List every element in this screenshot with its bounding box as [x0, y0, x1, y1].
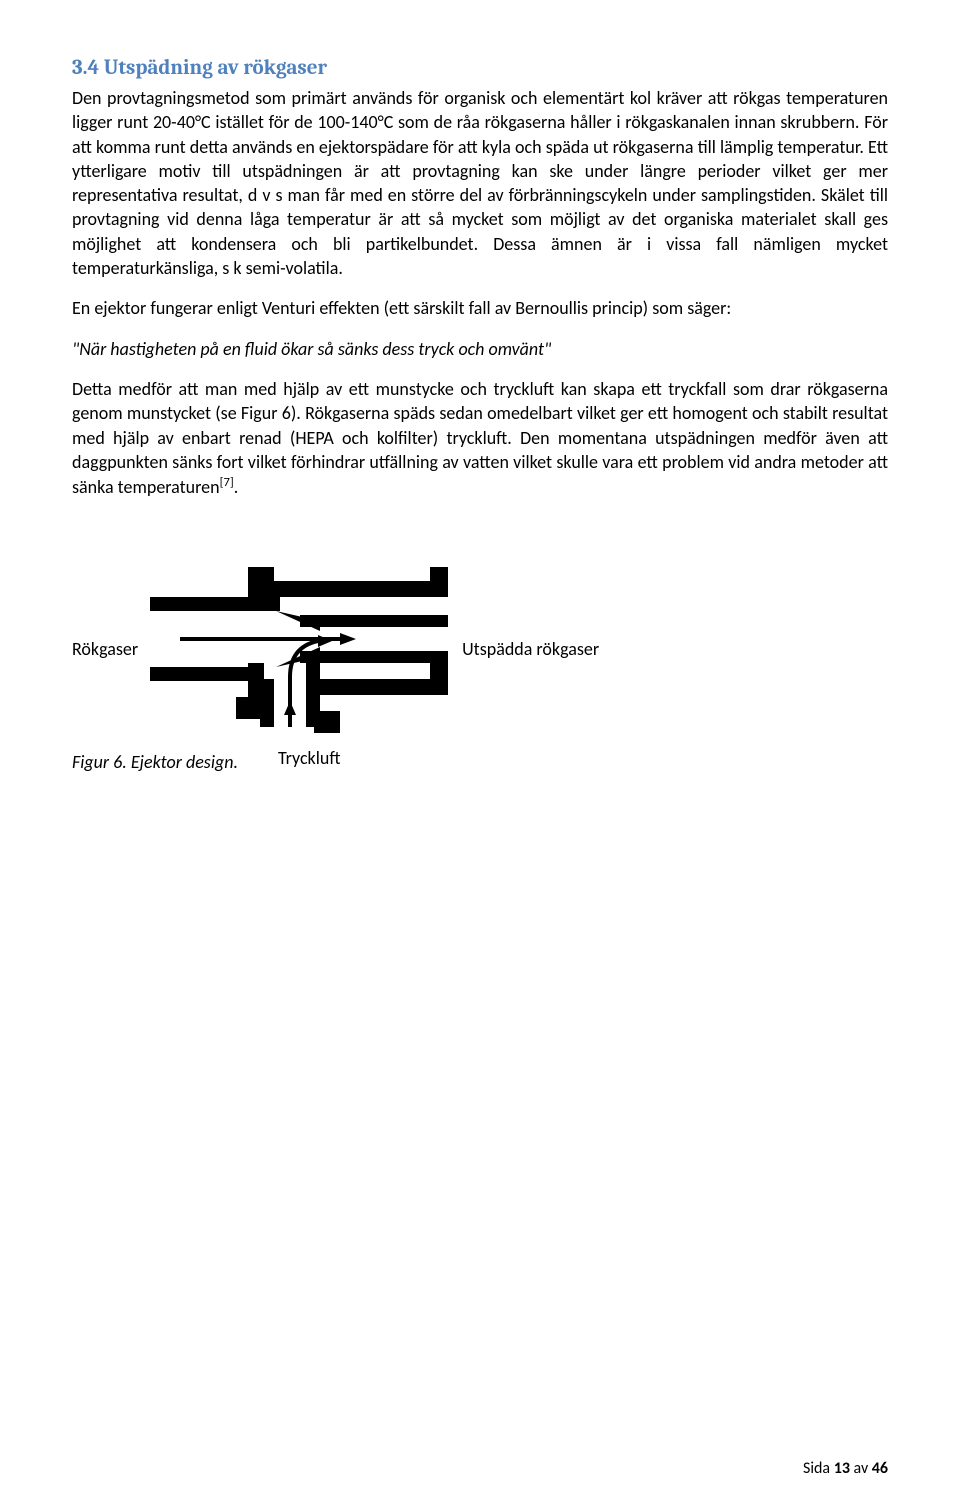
label-utspadda: Utspädda rökgaser: [462, 638, 599, 660]
page: 3.4 Utspädning av rökgaser Den provtagni…: [0, 0, 960, 1508]
paragraph-2: En ejektor fungerar enligt Venturi effek…: [72, 296, 888, 320]
figure-caption: Figur 6. Ejektor design.: [72, 751, 238, 773]
paragraph-1: Den provtagningsmetod som primärt använd…: [72, 86, 888, 280]
footer-mid: av: [850, 1459, 872, 1478]
page-footer: Sida 13 av 46: [803, 1459, 888, 1478]
footer-page: 13: [834, 1459, 850, 1478]
paragraph-3: Detta medför att man med hjälp av ett mu…: [72, 377, 888, 499]
label-rokgaser: Rökgaser: [72, 638, 138, 660]
footer-prefix: Sida: [803, 1459, 834, 1478]
paragraph-3-text-b: .: [234, 476, 239, 498]
paragraph-3-text-a: Detta medför att man med hjälp av ett mu…: [72, 378, 888, 498]
figure-row: Rökgaser: [72, 559, 888, 739]
caption-row: Figur 6. Ejektor design. Tryckluft: [72, 747, 888, 773]
figure-block: Rökgaser: [72, 559, 888, 773]
section-heading: 3.4 Utspädning av rökgaser: [72, 56, 888, 80]
label-tryckluft: Tryckluft: [278, 747, 340, 773]
ejector-diagram: [150, 559, 450, 739]
quote: "När hastigheten på en fluid ökar så sän…: [72, 337, 888, 361]
footer-total: 46: [872, 1459, 888, 1478]
citation-sup: [7]: [220, 475, 234, 490]
